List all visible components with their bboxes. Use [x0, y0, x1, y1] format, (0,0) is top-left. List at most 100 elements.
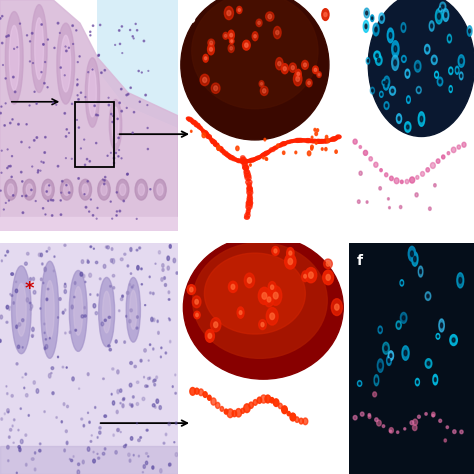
Ellipse shape: [74, 287, 82, 335]
Ellipse shape: [107, 155, 108, 156]
Ellipse shape: [196, 313, 198, 317]
Ellipse shape: [128, 93, 129, 95]
Ellipse shape: [157, 184, 163, 195]
Ellipse shape: [113, 434, 114, 437]
Ellipse shape: [77, 95, 78, 96]
Ellipse shape: [247, 186, 252, 191]
Ellipse shape: [32, 335, 33, 337]
Ellipse shape: [84, 164, 86, 165]
Ellipse shape: [237, 7, 242, 14]
Ellipse shape: [149, 276, 150, 278]
Ellipse shape: [420, 116, 423, 122]
Ellipse shape: [231, 157, 235, 160]
Ellipse shape: [311, 140, 314, 142]
Ellipse shape: [426, 168, 429, 172]
Ellipse shape: [183, 236, 343, 379]
Ellipse shape: [439, 80, 441, 83]
Ellipse shape: [261, 395, 266, 403]
Ellipse shape: [281, 64, 288, 74]
Ellipse shape: [273, 146, 277, 150]
Ellipse shape: [135, 179, 147, 200]
Ellipse shape: [448, 37, 450, 40]
Ellipse shape: [317, 129, 319, 132]
Ellipse shape: [147, 377, 150, 380]
Ellipse shape: [103, 264, 106, 268]
Ellipse shape: [332, 137, 337, 141]
Ellipse shape: [140, 359, 142, 362]
Ellipse shape: [384, 101, 389, 109]
Ellipse shape: [334, 137, 338, 139]
Ellipse shape: [366, 201, 368, 203]
Ellipse shape: [236, 409, 242, 417]
Ellipse shape: [136, 327, 138, 329]
Ellipse shape: [22, 319, 24, 322]
Ellipse shape: [25, 373, 27, 375]
Ellipse shape: [289, 63, 296, 73]
Ellipse shape: [380, 91, 383, 97]
Ellipse shape: [289, 251, 292, 255]
Ellipse shape: [199, 389, 203, 396]
Ellipse shape: [49, 337, 50, 339]
Ellipse shape: [175, 392, 176, 394]
Ellipse shape: [317, 139, 322, 143]
Ellipse shape: [1, 150, 2, 151]
Ellipse shape: [419, 270, 421, 273]
Ellipse shape: [11, 295, 13, 296]
Ellipse shape: [27, 252, 29, 255]
Ellipse shape: [12, 119, 13, 120]
Ellipse shape: [264, 138, 266, 141]
Ellipse shape: [173, 258, 175, 263]
Ellipse shape: [262, 292, 267, 299]
Ellipse shape: [309, 272, 313, 278]
Ellipse shape: [97, 437, 98, 438]
Ellipse shape: [62, 311, 64, 314]
Ellipse shape: [270, 286, 282, 305]
Ellipse shape: [36, 137, 37, 138]
Ellipse shape: [405, 69, 410, 78]
Ellipse shape: [108, 316, 110, 319]
Ellipse shape: [130, 273, 132, 274]
Ellipse shape: [426, 47, 428, 51]
Ellipse shape: [364, 8, 369, 18]
Ellipse shape: [305, 138, 311, 143]
Ellipse shape: [441, 5, 444, 9]
Ellipse shape: [210, 41, 213, 45]
Ellipse shape: [5, 78, 6, 79]
Ellipse shape: [382, 425, 385, 428]
Ellipse shape: [110, 259, 113, 263]
Ellipse shape: [236, 146, 239, 151]
Ellipse shape: [14, 48, 15, 49]
Ellipse shape: [433, 374, 438, 385]
Ellipse shape: [299, 418, 303, 424]
Ellipse shape: [164, 283, 166, 286]
Ellipse shape: [84, 194, 85, 195]
Ellipse shape: [45, 338, 46, 340]
Ellipse shape: [462, 142, 466, 147]
Ellipse shape: [85, 58, 100, 127]
Ellipse shape: [187, 285, 196, 294]
Ellipse shape: [269, 149, 273, 151]
Ellipse shape: [153, 348, 154, 350]
Ellipse shape: [133, 455, 134, 456]
Ellipse shape: [137, 439, 140, 442]
Ellipse shape: [140, 437, 142, 438]
Ellipse shape: [7, 446, 9, 449]
Ellipse shape: [436, 9, 443, 24]
Ellipse shape: [45, 62, 46, 63]
Ellipse shape: [163, 442, 165, 444]
Ellipse shape: [266, 308, 278, 325]
Ellipse shape: [283, 151, 285, 155]
Ellipse shape: [249, 402, 254, 409]
Ellipse shape: [192, 243, 327, 358]
Ellipse shape: [57, 22, 59, 24]
Ellipse shape: [273, 292, 278, 299]
Ellipse shape: [276, 146, 279, 148]
Ellipse shape: [73, 456, 74, 457]
Ellipse shape: [295, 139, 298, 142]
Ellipse shape: [324, 139, 330, 143]
Ellipse shape: [267, 297, 271, 302]
Ellipse shape: [104, 319, 106, 321]
Ellipse shape: [353, 139, 357, 144]
Ellipse shape: [389, 33, 392, 38]
Ellipse shape: [306, 79, 312, 87]
